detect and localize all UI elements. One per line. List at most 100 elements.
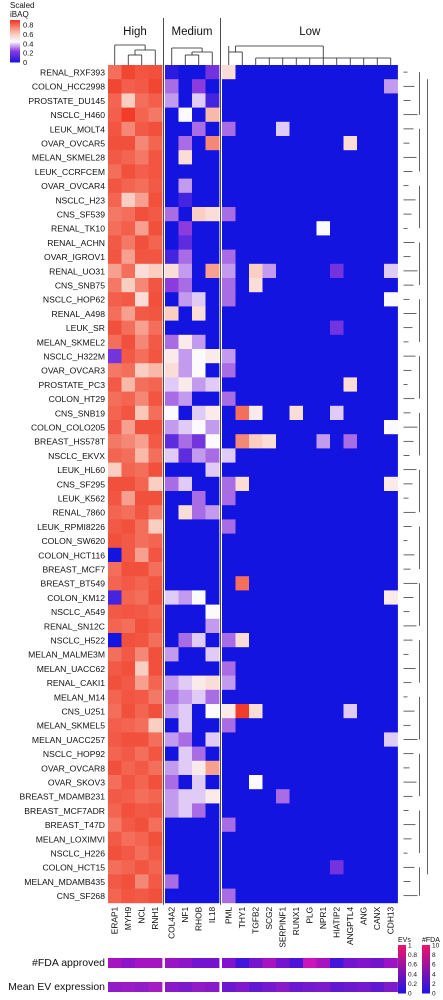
heatmap-cell	[235, 292, 250, 307]
heatmap-cell	[178, 448, 193, 463]
heatmap-cell	[135, 405, 149, 421]
heatmap-cell	[192, 334, 206, 350]
heatmap-cell	[148, 618, 163, 634]
heatmap-cell	[235, 860, 250, 875]
heatmap-cell	[370, 803, 385, 818]
heatmap-cell	[192, 618, 206, 634]
heatmap-cell	[357, 178, 371, 194]
heatmap-cell	[148, 207, 163, 222]
heatmap-cell	[121, 235, 136, 250]
heatmap-cell	[165, 817, 179, 833]
heatmap-cell	[262, 306, 277, 321]
heatmap-cell	[249, 647, 263, 662]
annotation-cell	[370, 958, 385, 968]
heatmap-cell	[249, 590, 263, 605]
heatmap-cell	[108, 491, 122, 506]
heatmap-cell	[384, 448, 398, 463]
heatmap-cell	[235, 334, 250, 350]
heatmap-cell	[370, 462, 385, 478]
heatmap-cell	[316, 192, 331, 208]
heatmap-cell	[148, 150, 163, 165]
heatmap-cell	[357, 150, 371, 165]
annotation-cell	[262, 958, 277, 968]
heatmap-cell	[262, 704, 277, 719]
heatmap-cell	[222, 661, 236, 676]
heatmap-cell	[235, 448, 250, 463]
heatmap-cell	[135, 306, 149, 321]
heatmap-cell	[370, 647, 385, 662]
heatmap-cell	[289, 519, 304, 534]
heatmap-cell	[249, 576, 263, 591]
column-label: ANG	[359, 907, 369, 925]
heatmap-cell	[303, 491, 317, 506]
heatmap-cell	[148, 633, 163, 648]
heatmap-cell	[357, 803, 371, 818]
annotation-cell	[384, 958, 398, 968]
row-label: RENAL_RXF393	[40, 68, 105, 78]
heatmap-cell	[357, 93, 371, 108]
column-label: RUNX1	[291, 906, 301, 935]
heatmap-cell	[249, 831, 263, 847]
heatmap-cell	[303, 505, 317, 520]
heatmap-cell	[316, 150, 331, 165]
heatmap-cell	[357, 491, 371, 506]
heatmap-cell	[316, 760, 331, 776]
annotation-cell	[121, 982, 136, 992]
annotation-cell	[343, 958, 358, 968]
legend-swatch	[10, 21, 20, 24]
heatmap-cell	[370, 491, 385, 506]
row-label: NSCLC_H226	[51, 849, 106, 859]
heatmap-cell	[276, 476, 290, 492]
heatmap-cell	[178, 434, 193, 449]
heatmap-cell	[316, 831, 331, 847]
heatmap-cell	[165, 462, 179, 478]
heatmap-cell	[357, 874, 371, 889]
heatmap-cell	[121, 831, 136, 847]
heatmap-cell	[343, 874, 358, 889]
heatmap-cell	[289, 888, 304, 904]
heatmap-cell	[165, 661, 179, 676]
heatmap-cell	[192, 306, 206, 321]
heatmap-cell	[135, 874, 149, 889]
heatmap-cell	[316, 164, 331, 179]
heatmap-cell	[370, 888, 385, 904]
heatmap-cell	[178, 405, 193, 421]
heatmap-cell	[135, 462, 149, 478]
heatmap-cell	[384, 803, 398, 818]
heatmap-cell	[192, 292, 206, 307]
legend-title: iBAQ	[10, 10, 29, 19]
annotation-cell	[357, 982, 371, 992]
heatmap-cell	[303, 647, 317, 662]
heatmap-cell	[222, 817, 236, 833]
heatmap-cell	[330, 675, 344, 691]
heatmap-cell	[276, 249, 290, 265]
heatmap-cell	[205, 278, 220, 293]
heatmap-cell	[384, 860, 398, 875]
heatmap-cell	[192, 164, 206, 179]
heatmap-cell	[108, 831, 122, 847]
heatmap-cell	[121, 675, 136, 691]
heatmap-cell	[384, 79, 398, 94]
heatmap-cell	[370, 576, 385, 591]
heatmap-cell	[262, 420, 277, 435]
heatmap-cell	[192, 377, 206, 392]
heatmap-cell	[316, 136, 331, 151]
heatmap-cell	[276, 888, 290, 904]
heatmap-cell	[135, 93, 149, 108]
heatmap-cell	[289, 136, 304, 151]
heatmap-cell	[249, 164, 263, 179]
heatmap-cell	[222, 334, 236, 350]
heatmap-cell	[330, 817, 344, 833]
heatmap-cell	[148, 590, 163, 605]
legend-swatch	[10, 45, 20, 48]
heatmap-cell	[222, 803, 236, 818]
heatmap-cell	[222, 306, 236, 321]
heatmap-cell	[249, 278, 263, 293]
heatmap-cell	[121, 618, 136, 634]
heatmap-cell	[249, 562, 263, 577]
annotation-cell	[330, 982, 344, 992]
heatmap-cell	[108, 533, 122, 549]
heatmap-cell	[384, 831, 398, 847]
heatmap-cell	[357, 547, 371, 563]
column-label: ERAP1	[110, 906, 120, 934]
